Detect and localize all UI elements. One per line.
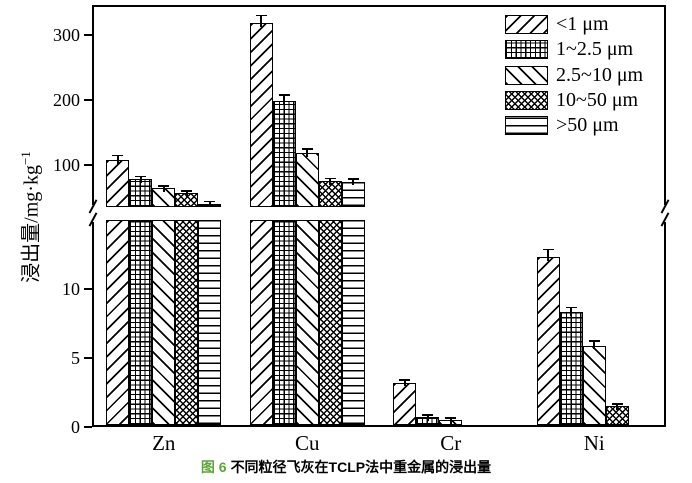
errorbar-cap-Zn-s0 [112,154,124,157]
legend-swatch-2 [505,65,548,85]
x-category-label-Ni: Ni [583,431,605,455]
errorbar-cap-Zn-s4 [204,200,216,203]
y-axis-title-main: 浸出量/mg·kg [20,165,43,283]
errorbar-line-Cr-s2 [449,418,452,424]
errorbar-cap-Ni-s3 [611,403,623,405]
y-tick-top-200 [84,98,92,101]
bar-Cu-s3-top [318,181,342,207]
errorbar-cap-Ni-s0 [542,248,554,251]
legend-label-1: 1~2.5 μm [556,38,634,61]
y-axis-lower-segment [92,222,94,427]
errorbar-cap-Cu-s1 [278,94,290,97]
bar-Cu-s2-bottom [295,220,319,425]
errorbar-line-Cu-s0 [260,16,263,27]
y-axis-title-exponent: −1 [18,151,33,166]
errorbar-cap-Zn-s3 [181,190,193,192]
bar-Ni-s0 [536,257,560,425]
bar-Ni-s1 [559,312,583,425]
errorbar-cap-Cu-s2 [301,148,313,150]
bar-Cu-s3-bottom [318,220,342,425]
errorbar-line-Ni-s1 [570,308,573,316]
bar-Cu-s1-top [272,101,296,207]
x-category-label-Zn: Zn [152,431,176,455]
caption-text: 不同粒径飞灰在TCLP法中重金属的浸出量 [230,459,492,475]
bar-Cr-s0 [393,382,417,425]
errorbar-line-Zn-s3 [185,191,188,197]
errorbar-line-Cr-s1 [426,415,429,421]
errorbar-line-Zn-s0 [116,156,119,164]
x-axis-line [92,425,666,427]
errorbar-cap-Cu-s3 [324,177,336,180]
bar-Zn-s1-top [129,179,153,207]
legend-label-2: 2.5~10 μm [556,63,644,86]
bar-Cu-s2-top [295,153,319,207]
errorbar-cap-Cu-s4 [347,178,359,180]
legend-label-3: 10~50 μm [556,88,639,111]
errorbar-cap-Cr-s0 [399,379,411,381]
y-tick-label-bottom-5: 5 [71,348,80,368]
y-axis-upper-segment [92,5,94,205]
bar-Zn-s0-bottom [106,220,130,425]
errorbar-line-Zn-s1 [139,177,142,183]
errorbar-cap-Zn-s1 [135,175,147,178]
y-tick-label-top-200: 200 [53,89,80,110]
y-tick-bottom-10 [84,288,92,290]
errorbar-cap-Cr-s1 [422,414,434,416]
bar-Ni-s2 [582,345,606,425]
right-axis-upper-segment [664,5,666,205]
figure-caption: 图 6 不同粒径飞灰在TCLP法中重金属的浸出量 [0,457,692,477]
legend-swatch-0 [505,15,548,34]
x-category-label-Cr: Cr [440,431,462,455]
bar-Cu-s4-top [341,181,365,207]
legend-label-4: >50 μm [556,114,619,137]
errorbar-line-Ni-s3 [616,404,619,410]
errorbar-line-Ni-s2 [593,341,596,350]
errorbar-cap-Ni-s1 [565,306,577,309]
errorbar-line-Cu-s3 [329,179,332,185]
y-tick-label-top-100: 100 [53,154,80,175]
right-axis-lower-segment [664,222,666,427]
y-tick-label-bottom-10: 10 [62,279,80,299]
legend-swatch-1 [505,40,548,60]
errorbar-line-Cu-s4 [352,179,355,186]
y-tick-top-100 [84,163,92,166]
legend-swatch-4 [505,116,548,136]
y-tick-top-300 [84,33,92,36]
y-tick-label-top-300: 300 [53,24,80,45]
legend-label-0: <1 μm [556,13,609,35]
bar-Cu-s1-bottom [272,220,296,425]
bar-Zn-s0-top [106,160,130,207]
bar-Cu-s0-top [249,23,273,207]
errorbar-line-Ni-s0 [547,250,550,261]
caption-number: 图 6 [200,459,227,475]
bar-Zn-s3-bottom [175,220,199,425]
bar-Cu-s4-bottom [341,220,365,425]
bar-Zn-s1-bottom [129,220,153,425]
y-axis-title: 浸出量/mg·kg−1 [13,117,43,317]
bar-Zn-s4-bottom [198,220,222,425]
errorbar-cap-Cu-s0 [255,14,267,17]
errorbar-line-Cu-s2 [306,149,309,157]
errorbar-line-Zn-s2 [162,186,165,192]
bar-Zn-s2-bottom [152,220,176,425]
errorbar-line-Zn-s4 [208,202,211,208]
bar-Cu-s0-bottom [249,220,273,425]
y-tick-bottom-5 [84,357,92,359]
x-category-label-Cu: Cu [294,431,320,455]
errorbar-cap-Cr-s2 [445,417,457,419]
bar-Zn-s2-top [152,188,176,207]
errorbar-cap-Ni-s2 [588,339,600,342]
legend-swatch-3 [505,90,548,110]
errorbar-line-Cr-s0 [403,380,406,387]
plot-border-top [92,5,666,7]
y-tick-label-bottom-0: 0 [71,417,80,437]
errorbar-line-Cu-s1 [283,95,286,105]
y-tick-bottom-0 [84,426,92,428]
errorbar-cap-Zn-s2 [158,185,170,187]
